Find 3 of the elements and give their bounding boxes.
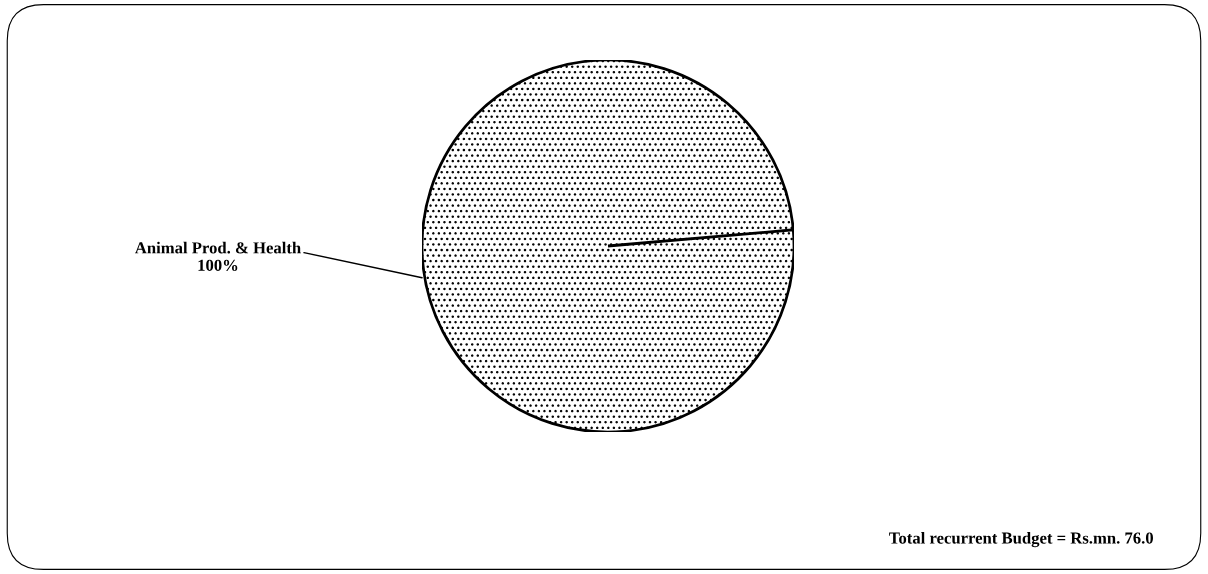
text: Total recurrent Budget = Rs.mn. 76.0 xyxy=(889,531,1153,548)
slice-label: Animal Prod. & Health xyxy=(134,241,301,254)
data-label: 100% xyxy=(198,259,238,271)
